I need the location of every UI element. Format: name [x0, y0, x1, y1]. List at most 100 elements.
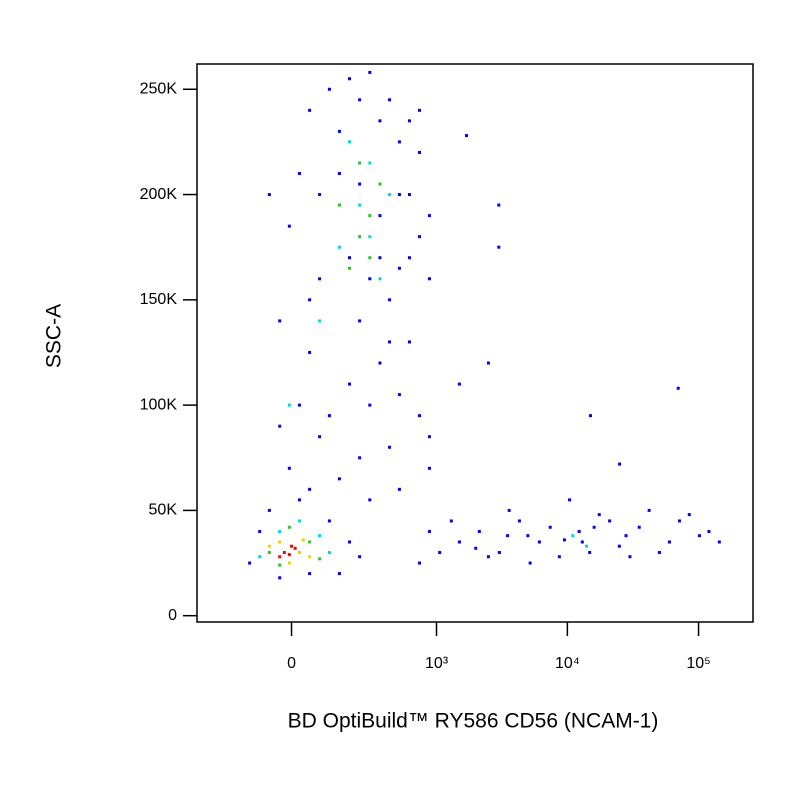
dot [308, 572, 312, 576]
dot [287, 553, 291, 557]
dot [407, 119, 411, 123]
dot [397, 487, 401, 491]
dot [717, 540, 721, 544]
dot [486, 555, 490, 559]
dot [267, 508, 271, 512]
dot [397, 140, 401, 144]
dots [248, 70, 721, 580]
dot [517, 519, 521, 523]
dot [287, 466, 291, 470]
dot [580, 540, 584, 544]
dot [506, 534, 510, 538]
dot [368, 161, 372, 165]
dot [368, 235, 372, 239]
dot [327, 551, 331, 555]
y-tick-label: 0 [168, 607, 177, 624]
dot [308, 487, 312, 491]
dot [427, 214, 431, 218]
dot [301, 538, 305, 542]
dot [290, 544, 294, 548]
dot [308, 350, 312, 354]
dot [378, 214, 382, 218]
dot [327, 414, 331, 418]
dot [486, 361, 490, 365]
dot [278, 529, 282, 533]
dot [348, 382, 352, 386]
dot [457, 382, 461, 386]
dot [697, 534, 701, 538]
dot [417, 235, 421, 239]
dot [647, 508, 651, 512]
dot [427, 529, 431, 533]
dot [585, 544, 589, 548]
dot [318, 193, 322, 197]
dot [388, 298, 392, 302]
dot [358, 319, 362, 323]
dot [318, 557, 322, 561]
dot [297, 519, 301, 523]
dot [258, 529, 262, 533]
x-tick-label: 0 [287, 655, 296, 672]
x-tick-label: 10⁴ [555, 655, 580, 672]
dot [497, 551, 501, 555]
dot [368, 277, 372, 281]
dot [617, 544, 621, 548]
dot [297, 171, 301, 175]
dot [267, 551, 271, 555]
dot [348, 140, 352, 144]
dot [258, 555, 262, 559]
dot [358, 161, 362, 165]
dot [378, 361, 382, 365]
dot [358, 555, 362, 559]
dot [378, 119, 382, 123]
dot [278, 540, 282, 544]
dot [407, 340, 411, 344]
dot [676, 386, 680, 390]
dot [687, 513, 691, 517]
dot [657, 551, 661, 555]
dot [528, 561, 532, 565]
dot [588, 414, 592, 418]
dot [417, 108, 421, 112]
dot [368, 403, 372, 407]
dot [248, 561, 252, 565]
dot [327, 87, 331, 91]
dot [287, 403, 291, 407]
dot [348, 540, 352, 544]
dot [337, 245, 341, 249]
dot [618, 462, 622, 466]
dot [571, 534, 575, 538]
dot [348, 77, 352, 81]
plot-frame [196, 63, 754, 623]
y-tick-label: 100K [140, 396, 178, 413]
dot [548, 525, 552, 529]
dot [477, 529, 481, 533]
dot [397, 266, 401, 270]
dot [358, 456, 362, 460]
dot [417, 150, 421, 154]
dot [388, 340, 392, 344]
dot [278, 576, 282, 580]
dot [287, 224, 291, 228]
dot [378, 277, 382, 281]
dot [677, 519, 681, 523]
dot [308, 540, 312, 544]
y-axis-title: SSC-A [43, 304, 66, 368]
y-tick-label: 250K [140, 80, 178, 97]
dot [308, 555, 312, 559]
dot [297, 403, 301, 407]
dot [624, 534, 628, 538]
dot [597, 513, 601, 517]
y-tick-label: 200K [140, 186, 178, 203]
dot [278, 319, 282, 323]
dot [497, 203, 501, 207]
dot [293, 546, 297, 550]
dot [308, 108, 312, 112]
dot [537, 540, 541, 544]
dot [628, 555, 632, 559]
dot [337, 171, 341, 175]
dot [337, 203, 341, 207]
